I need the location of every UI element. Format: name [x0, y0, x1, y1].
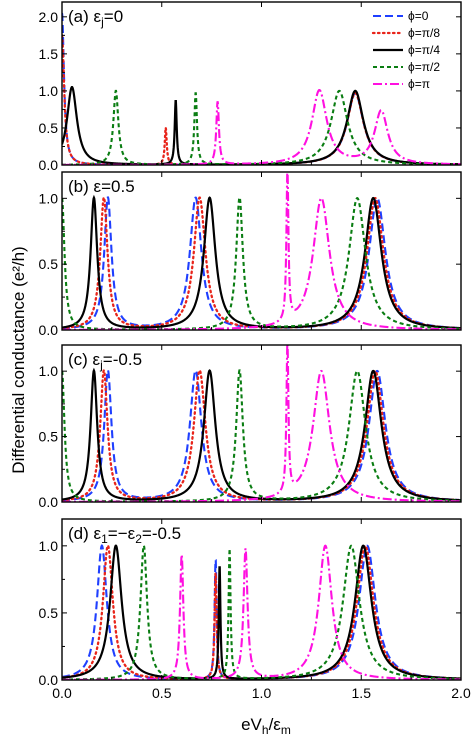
legend-label: ϕ=π/8 — [408, 26, 440, 40]
y-tick-label: 1.0 — [39, 190, 59, 206]
x-tick-label: 0.0 — [52, 685, 72, 701]
panel-label: (d) ε1=−ε2=-0.5 — [68, 524, 181, 546]
series-line-3 — [62, 544, 461, 680]
y-tick-label: 0.0 — [39, 494, 59, 510]
legend-label: ϕ=π — [408, 77, 430, 91]
series-line-2 — [62, 369, 461, 502]
y-tick-label: 0.0 — [39, 322, 59, 338]
y-tick-label: 0.0 — [39, 672, 59, 688]
series-line-4 — [62, 196, 461, 330]
legend-label: ϕ=π/4 — [408, 43, 440, 57]
series-line-1 — [62, 544, 461, 680]
legend: ϕ=0 ϕ=π/8 ϕ=π/4 ϕ=π/2 ϕ=π — [371, 9, 440, 91]
y-tick-label: 0.5 — [39, 256, 59, 272]
panel-2: 0.0 0.5 1.0 (b) ε=0.5 — [39, 171, 462, 338]
series-line-1 — [62, 369, 461, 502]
series-line-1 — [62, 196, 461, 330]
y-tick-label: 1.5 — [39, 46, 59, 62]
panel-4: 0.0 0.5 1.0 0.0 0.5 1.0 1.5 2.0 (d) ε1=−ε2=-0.5 — [39, 518, 471, 701]
y-axis-title: Differential conductance (e²/h) — [9, 246, 28, 473]
y-tick-label: 0.5 — [39, 429, 59, 445]
series-line-4 — [62, 369, 461, 502]
legend-label: ϕ=0 — [408, 9, 429, 23]
panel-1: 0.0 0.5 1.0 1.5 2.0 (a) εj=0 ϕ=0 ϕ=π/8 ϕ=π/4 ϕ=π/… — [39, 1, 462, 173]
panels: 0.0 0.5 1.0 1.5 2.0 (a) εj=0 ϕ=0 ϕ=π/8 ϕ=π/4 ϕ=π/… — [39, 1, 471, 701]
y-tick-label: 0.0 — [39, 157, 59, 173]
x-axis-title: eVh/εm — [241, 715, 291, 737]
series-line-1 — [62, 12, 461, 165]
y-tick-label: 0.5 — [39, 605, 59, 621]
series-line-5 — [62, 544, 461, 680]
y-tick-label: 1.0 — [39, 363, 59, 379]
y-tick-label: 2.0 — [39, 9, 59, 25]
y-tick-label: 1.0 — [39, 538, 59, 554]
plot-frame — [61, 1, 462, 166]
x-tick-label: 1.0 — [252, 685, 272, 701]
panel-label: (c) εj=-0.5 — [68, 350, 142, 372]
legend-label: ϕ=π/2 — [408, 60, 440, 74]
series-line-5 — [62, 88, 461, 165]
series-line-3 — [62, 367, 461, 502]
series-group — [62, 544, 461, 680]
x-tick-label: 2.0 — [451, 685, 471, 701]
x-tick-label: 1.5 — [352, 685, 372, 701]
y-tick-label: 0.5 — [39, 120, 59, 136]
panel-label: (b) ε=0.5 — [68, 177, 135, 196]
series-line-4 — [62, 89, 461, 165]
series-group — [62, 12, 461, 165]
panel-3: 0.0 0.5 1.0 (c) εj=-0.5 — [39, 344, 462, 510]
y-tick-label: 1.0 — [39, 83, 59, 99]
panel-label: (a) εj=0 — [68, 7, 123, 29]
x-tick-label: 0.5 — [152, 685, 172, 701]
